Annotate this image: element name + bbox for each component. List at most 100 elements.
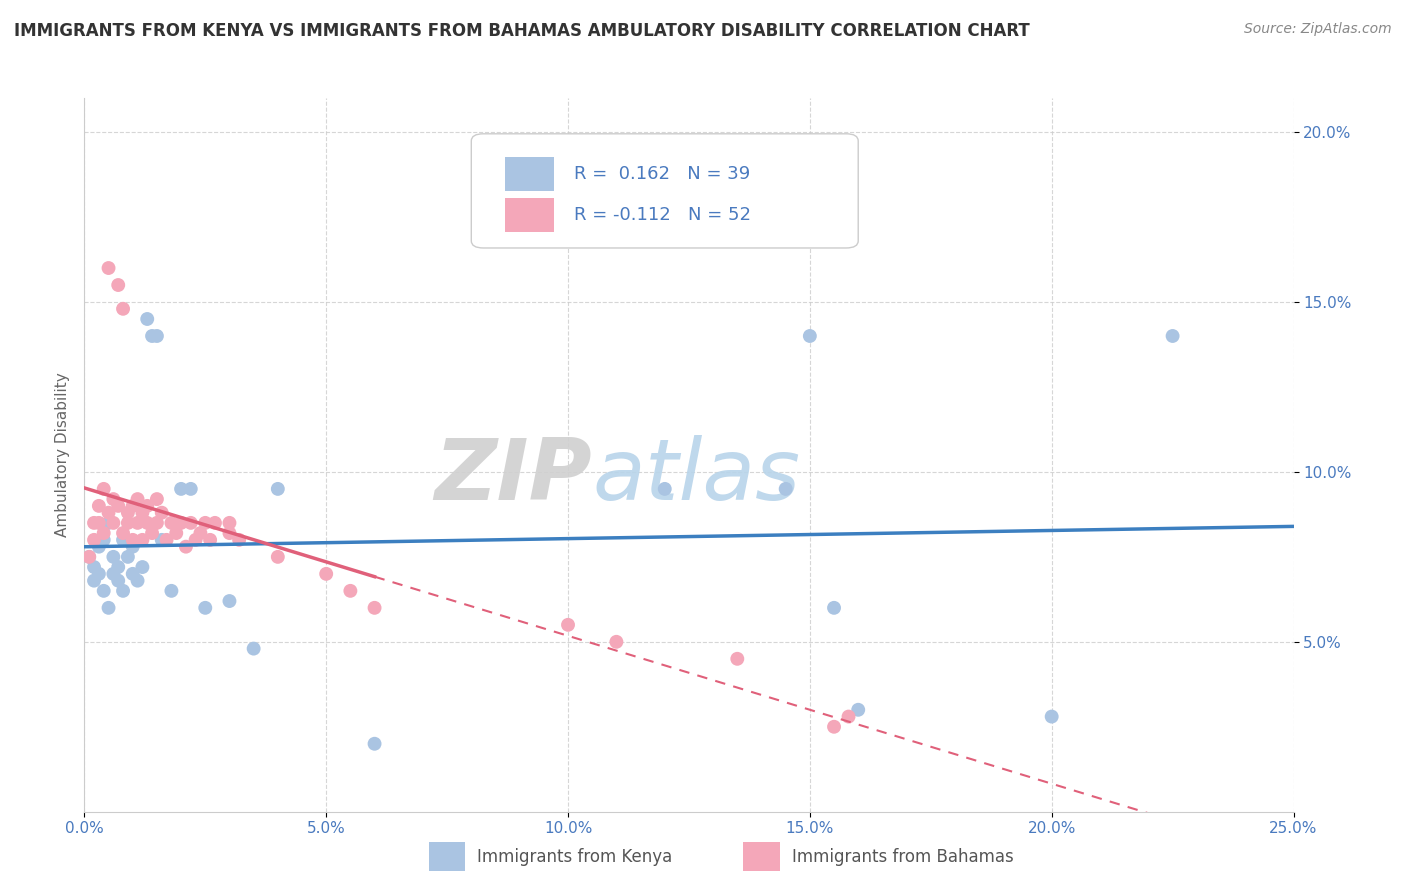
Point	[184, 533, 207, 547]
Point	[267, 482, 290, 496]
Point	[823, 720, 845, 734]
Point	[838, 709, 860, 723]
Point	[107, 560, 129, 574]
Point	[315, 566, 337, 581]
Point	[117, 506, 139, 520]
Point	[93, 533, 115, 547]
Point	[141, 526, 163, 541]
Point	[141, 329, 163, 343]
Point	[77, 549, 100, 564]
Point	[87, 566, 110, 581]
Point	[150, 506, 173, 520]
Point	[103, 492, 125, 507]
Point	[112, 533, 135, 547]
Point	[846, 703, 869, 717]
Point	[117, 549, 139, 564]
FancyBboxPatch shape	[505, 198, 554, 232]
Point	[204, 516, 226, 530]
Y-axis label: Ambulatory Disability: Ambulatory Disability	[55, 373, 70, 537]
Point	[218, 516, 240, 530]
Point	[194, 600, 217, 615]
Point	[146, 492, 169, 507]
Text: R = -0.112   N = 52: R = -0.112 N = 52	[574, 206, 751, 224]
Point	[103, 516, 125, 530]
Point	[160, 583, 183, 598]
Point	[93, 526, 115, 541]
Point	[127, 516, 149, 530]
Point	[170, 516, 193, 530]
Point	[654, 482, 676, 496]
Point	[107, 574, 129, 588]
FancyBboxPatch shape	[429, 842, 465, 871]
Point	[190, 526, 212, 541]
Text: IMMIGRANTS FROM KENYA VS IMMIGRANTS FROM BAHAMAS AMBULATORY DISABILITY CORRELATI: IMMIGRANTS FROM KENYA VS IMMIGRANTS FROM…	[14, 22, 1029, 40]
Point	[127, 492, 149, 507]
Point	[77, 549, 100, 564]
Text: ZIP: ZIP	[434, 434, 592, 518]
Point	[194, 516, 217, 530]
Text: Immigrants from Bahamas: Immigrants from Bahamas	[792, 847, 1014, 865]
Point	[131, 533, 153, 547]
Text: Source: ZipAtlas.com: Source: ZipAtlas.com	[1244, 22, 1392, 37]
Point	[97, 600, 120, 615]
Point	[150, 533, 173, 547]
Point	[97, 260, 120, 275]
Point	[83, 516, 105, 530]
Point	[121, 566, 143, 581]
Point	[117, 516, 139, 530]
Point	[1161, 329, 1184, 343]
Point	[174, 540, 197, 554]
Point	[103, 566, 125, 581]
Point	[146, 329, 169, 343]
Point	[136, 516, 159, 530]
Point	[107, 278, 129, 293]
Point	[136, 499, 159, 513]
Point	[242, 641, 264, 656]
FancyBboxPatch shape	[744, 842, 780, 871]
Point	[165, 526, 187, 541]
Point	[180, 516, 202, 530]
Point	[97, 516, 120, 530]
Point	[155, 533, 177, 547]
Point	[799, 329, 821, 343]
Point	[146, 516, 169, 530]
Point	[363, 737, 385, 751]
Point	[107, 499, 129, 513]
Point	[218, 594, 240, 608]
Text: Immigrants from Kenya: Immigrants from Kenya	[478, 847, 672, 865]
Point	[267, 549, 290, 564]
Point	[121, 540, 143, 554]
Point	[180, 482, 202, 496]
Point	[1040, 709, 1063, 723]
FancyBboxPatch shape	[505, 157, 554, 191]
FancyBboxPatch shape	[471, 134, 858, 248]
Point	[775, 482, 797, 496]
Point	[87, 516, 110, 530]
Point	[121, 533, 143, 547]
Point	[112, 583, 135, 598]
Text: atlas: atlas	[592, 434, 800, 518]
Point	[160, 516, 183, 530]
Point	[83, 574, 105, 588]
Point	[339, 583, 361, 598]
Point	[131, 506, 153, 520]
Point	[93, 583, 115, 598]
Point	[131, 560, 153, 574]
Point	[198, 533, 221, 547]
Point	[218, 526, 240, 541]
Point	[363, 600, 385, 615]
Point	[136, 312, 159, 326]
Point	[83, 560, 105, 574]
Point	[557, 617, 579, 632]
Point	[112, 301, 135, 316]
Point	[823, 600, 845, 615]
Point	[228, 533, 250, 547]
Point	[112, 526, 135, 541]
Point	[127, 574, 149, 588]
Point	[121, 499, 143, 513]
Point	[87, 540, 110, 554]
Point	[93, 482, 115, 496]
Point	[103, 549, 125, 564]
Point	[170, 482, 193, 496]
Point	[87, 499, 110, 513]
